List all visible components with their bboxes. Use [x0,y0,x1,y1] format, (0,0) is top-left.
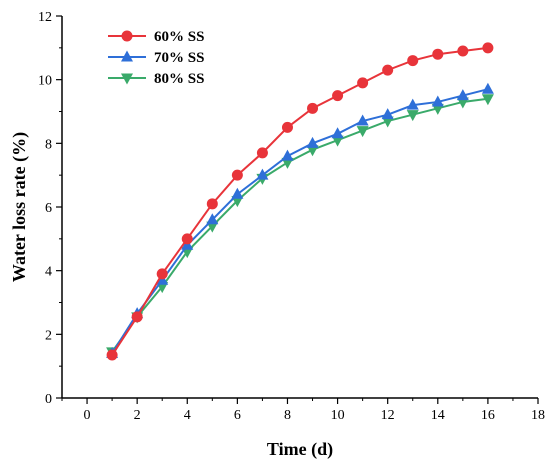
data-point [181,233,193,245]
series-line [111,88,489,354]
data-point [431,103,444,115]
x-tick-label: 8 [284,408,291,423]
y-axis-title: Water loss rate (%) [9,132,30,282]
data-point [206,198,218,210]
data-point [456,89,469,101]
data-point [407,55,419,67]
data-point [332,90,344,102]
x-tick-label: 16 [481,408,495,423]
data-point [281,157,294,169]
x-tick-label: 12 [381,408,395,423]
series-80-ss [106,94,494,359]
legend-marker [121,30,133,42]
x-tick-label: 14 [431,408,445,423]
legend-entry: 70% SS [108,50,204,66]
data-point [206,213,219,225]
data-point [231,169,243,181]
x-tick-label: 4 [184,408,191,423]
legend-label: 70% SS [154,50,204,66]
data-point [431,95,444,107]
series-line [111,46,489,356]
data-point [406,98,419,110]
data-point [231,196,244,208]
data-point [357,77,369,89]
data-point [281,149,294,161]
data-point [356,126,369,138]
y-tick-label: 4 [45,265,52,280]
data-point [356,114,369,126]
data-point [381,116,394,128]
data-point [231,187,244,199]
y-tick-label: 2 [45,328,52,343]
data-point [481,82,494,94]
y-tick-label: 0 [45,392,52,407]
y-tick-label: 6 [45,201,52,216]
data-series [106,42,494,361]
x-axis-title: Time (d) [267,439,333,460]
x-tick-label: 2 [134,408,141,423]
data-point [482,42,494,54]
data-point [131,311,143,323]
data-point [406,110,419,122]
x-tick-label: 10 [331,408,345,423]
data-point [432,48,444,60]
data-point [481,94,494,106]
legend-entry: 80% SS [108,71,204,87]
y-tick-label: 10 [38,74,52,89]
data-point [281,121,293,133]
axis-ticks: 0 2 4 6 8 10 12 14 16 18 0 2 4 6 8 10 12 [38,10,545,423]
legend-marker [121,73,133,85]
y-tick-label: 12 [38,10,52,25]
data-point [206,221,219,233]
data-point [456,97,469,109]
data-point [307,102,319,114]
legend-label: 60% SS [154,29,204,45]
y-tick-label: 8 [45,137,52,152]
data-point [256,168,269,180]
series-60-ss [106,42,494,361]
data-point [331,127,344,139]
x-tick-label: 0 [84,408,91,423]
data-point [256,147,268,159]
data-point [382,64,394,76]
data-point [156,268,168,280]
data-point [306,145,319,157]
plot-axes [61,16,538,399]
legend: 60% SS 70% SS 80% SS [108,29,204,87]
data-point [381,108,394,120]
legend-entry: 60% SS [108,29,204,45]
data-point [331,135,344,147]
data-point [106,349,118,361]
legend-label: 80% SS [154,71,204,87]
series-70-ss [106,82,494,358]
legend-marker [121,50,133,62]
x-tick-label: 6 [234,408,241,423]
x-tick-label: 18 [531,408,545,423]
data-point [306,136,319,148]
series-line [111,97,489,353]
data-point [457,45,469,57]
